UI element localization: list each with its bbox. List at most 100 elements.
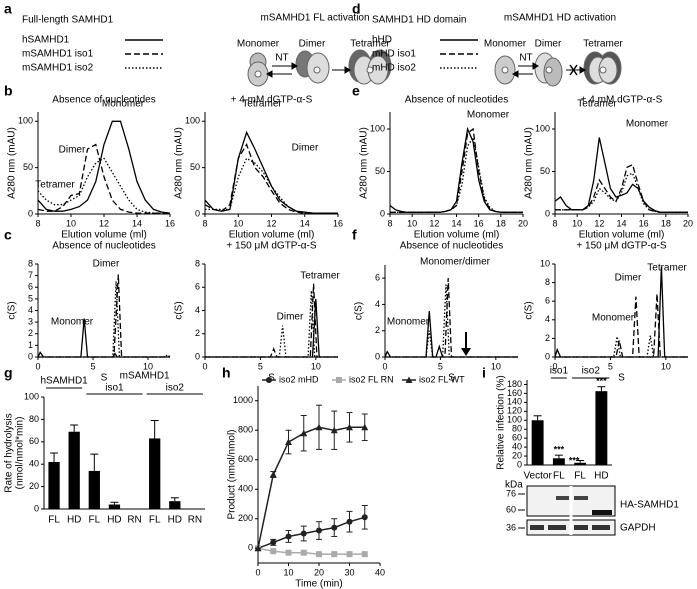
y-tick-label: 1 bbox=[28, 340, 33, 350]
chart-title: Absence of nucleotides bbox=[52, 95, 155, 106]
y-tick-label: 8 bbox=[195, 258, 200, 268]
panel-label: f bbox=[352, 227, 357, 243]
y-tick-label: 160 bbox=[507, 388, 522, 398]
x-tick-label: 10 bbox=[311, 361, 321, 371]
marker bbox=[330, 426, 338, 434]
x-axis-label: S bbox=[101, 373, 108, 384]
y-tick-label: 6 bbox=[195, 282, 200, 292]
x-tick-label: 12 bbox=[266, 218, 276, 228]
x-tick-label: 0 bbox=[202, 361, 207, 371]
y-axis-label: Rate of hydrolysis bbox=[4, 413, 15, 492]
annotation: Tetramer bbox=[242, 99, 282, 110]
x-tick-label: RN bbox=[127, 515, 141, 526]
x-tick-label: 10 bbox=[233, 218, 243, 228]
y-tick-label: 0 bbox=[28, 351, 33, 361]
legend-label: mHD iso1 bbox=[372, 49, 416, 60]
x-tick-label: 18 bbox=[496, 218, 506, 228]
series-line bbox=[37, 143, 170, 214]
series-line bbox=[554, 137, 688, 213]
marker bbox=[254, 544, 262, 552]
y-axis-label: Relative infection (%) bbox=[496, 375, 507, 469]
bar bbox=[552, 458, 565, 465]
y-tick-label: 0 bbox=[34, 503, 39, 513]
x-tick-label: 10 bbox=[572, 218, 582, 228]
marker bbox=[270, 539, 277, 546]
marker bbox=[300, 429, 308, 437]
y-tick-label: 0 bbox=[195, 208, 200, 218]
x-axis-label: S bbox=[268, 373, 275, 384]
y-tick-label: 200 bbox=[238, 513, 253, 523]
y-tick-label: 8 bbox=[28, 258, 33, 268]
annotation: Monomer bbox=[387, 317, 430, 328]
y-tick-label: 0 bbox=[545, 351, 550, 361]
annotation: Dimer bbox=[615, 273, 642, 284]
group-label: iso1 bbox=[105, 383, 124, 394]
x-tick-label: 14 bbox=[300, 218, 310, 228]
legend-label: mSAMHD1 iso1 bbox=[22, 49, 94, 60]
y-tick-label: 0 bbox=[375, 351, 380, 361]
x-tick-label: 16 bbox=[639, 218, 649, 228]
x-tick-label: 14 bbox=[616, 218, 626, 228]
marker bbox=[285, 438, 292, 446]
bar bbox=[68, 431, 80, 509]
marker bbox=[336, 377, 342, 383]
y-tick-label: 50 bbox=[540, 166, 550, 176]
annotation: Dimer bbox=[59, 145, 86, 156]
significance: *** bbox=[554, 445, 565, 455]
y-tick-label: 4 bbox=[195, 305, 200, 315]
annotation: Monomer bbox=[592, 313, 635, 324]
x-tick-label: 8 bbox=[202, 218, 207, 228]
y-tick-label: 120 bbox=[507, 406, 522, 416]
series-line bbox=[38, 274, 170, 358]
marker bbox=[270, 548, 277, 555]
marker bbox=[300, 530, 307, 537]
state-label: Tetramer bbox=[350, 39, 390, 50]
marker bbox=[346, 518, 353, 525]
chart-title: Absence of nucleotides bbox=[400, 241, 503, 252]
diagram-a-arrows bbox=[266, 62, 351, 78]
x-tick-label: HD bbox=[168, 515, 182, 526]
x-tick-label: FL bbox=[88, 515, 100, 526]
y-tick-label: 400 bbox=[238, 484, 253, 494]
y-axis-label: A280 nm (mAU) bbox=[174, 127, 185, 199]
panel-label: a bbox=[4, 1, 12, 17]
chart-title: + 4 mM dGTP-α-S bbox=[231, 95, 313, 106]
x-tick-label: 10 bbox=[661, 361, 671, 371]
y-tick-label: 40 bbox=[512, 441, 522, 451]
x-tick-label: Vector bbox=[523, 471, 552, 482]
bar bbox=[169, 501, 181, 509]
panel-label: b bbox=[4, 83, 13, 99]
blot-marker: 60 bbox=[506, 504, 516, 514]
x-tick-label: 0 bbox=[35, 361, 40, 371]
x-tick-label: 20 bbox=[518, 218, 528, 228]
y-tick-label: 0 bbox=[380, 208, 385, 218]
significance: *** bbox=[596, 376, 607, 386]
series-line bbox=[205, 298, 338, 358]
x-tick-label: 14 bbox=[132, 218, 142, 228]
marker bbox=[346, 423, 353, 431]
x-tick-label: 30 bbox=[344, 567, 354, 577]
x-tick-label: 18 bbox=[661, 218, 671, 228]
y-tick-label: 5 bbox=[28, 293, 33, 303]
significance: *** bbox=[569, 455, 580, 465]
y-tick-label: 0 bbox=[248, 543, 253, 553]
y-axis-label: c(S) bbox=[174, 301, 185, 319]
legend-label: mSAMHD1 iso2 bbox=[22, 63, 94, 74]
y-tick-label: 60 bbox=[29, 436, 39, 446]
legend-label: iso2 mHD bbox=[279, 374, 319, 384]
y-tick-label: 100 bbox=[507, 415, 522, 425]
legend-label: hSAMHD1 bbox=[22, 35, 70, 46]
y-tick-label: 0 bbox=[517, 459, 522, 469]
y-axis-label: c(S) bbox=[7, 301, 18, 319]
y-tick-label: 6 bbox=[545, 296, 550, 306]
marker bbox=[285, 533, 292, 540]
marker bbox=[331, 551, 338, 558]
panel-label: g bbox=[4, 365, 13, 381]
annotation: Tetramer bbox=[35, 180, 75, 191]
y-tick-label: 2 bbox=[195, 328, 200, 338]
y-axis-label: c(S) bbox=[524, 301, 535, 319]
state-label: Dimer bbox=[535, 39, 562, 50]
legend-label: iso2 FL WT bbox=[419, 374, 465, 384]
chart-title: + 150 μM dGTP-α-S bbox=[576, 241, 667, 252]
group-label: iso1 bbox=[550, 366, 569, 377]
